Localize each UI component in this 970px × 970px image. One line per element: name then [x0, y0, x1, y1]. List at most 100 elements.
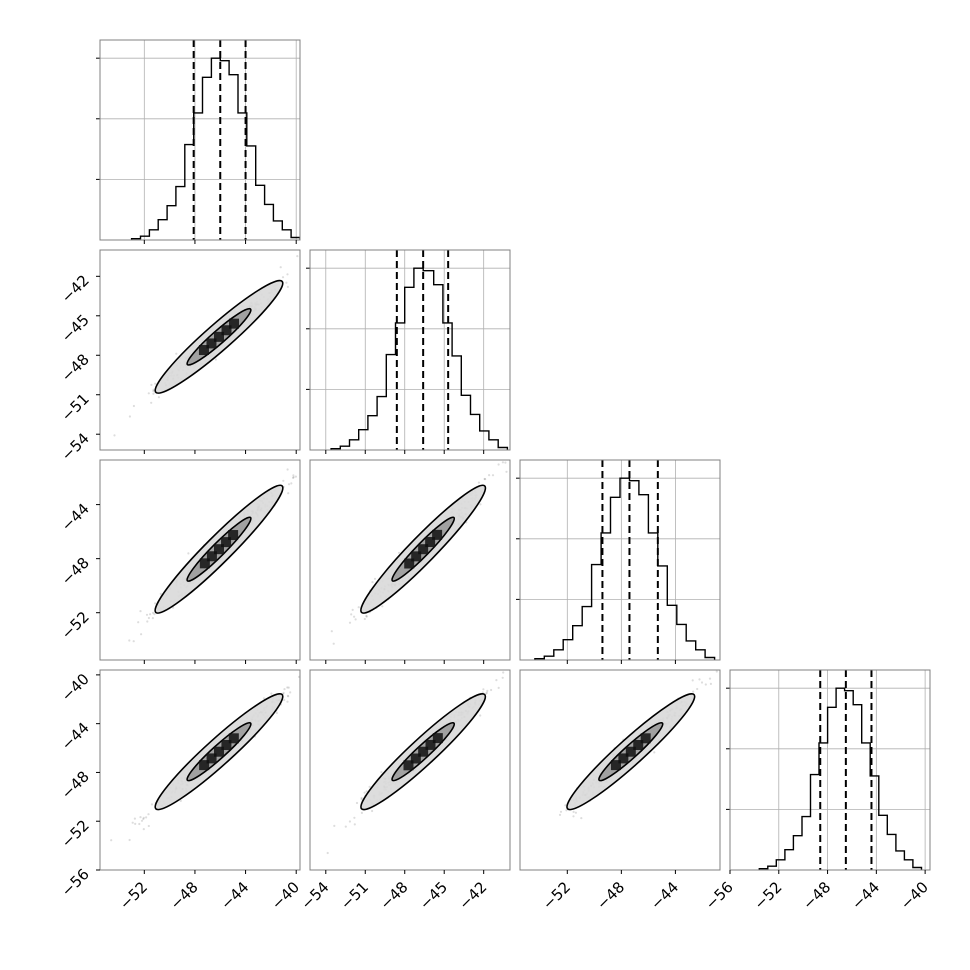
scatter-point [700, 681, 704, 684]
scatter-point [282, 479, 285, 482]
scatter-point [477, 481, 480, 484]
scatter-point [353, 816, 356, 819]
scatter-point [491, 474, 495, 477]
hist-panel-0 [96, 39, 301, 244]
scatter-point [153, 613, 156, 616]
y-tick-label: −45 [58, 311, 93, 346]
x-tick-label: −40 [268, 878, 303, 913]
scatter-point [113, 434, 116, 437]
scatter-point [151, 617, 154, 620]
panel-frame [99, 39, 301, 241]
scatter-point [318, 453, 320, 455]
scatter-point [262, 697, 266, 700]
density-core [432, 733, 443, 744]
scatter-point [132, 640, 135, 643]
scatter-point [147, 824, 150, 828]
scatter-point [309, 666, 311, 668]
y-tick-label: −52 [58, 816, 93, 851]
density-core [403, 760, 414, 771]
density-core [411, 551, 422, 562]
panel-content [309, 461, 508, 668]
scatter-point [333, 824, 336, 828]
y-tick-label: −48 [58, 554, 93, 589]
scatter-point [708, 677, 712, 680]
density-core [221, 537, 232, 548]
scatter-point [275, 711, 278, 715]
x-tick-label: −52 [539, 878, 574, 913]
scatter-point [564, 804, 567, 807]
panel-content [110, 666, 311, 842]
density-core [206, 338, 217, 349]
scatter-point [574, 811, 578, 814]
scatter-point [580, 817, 583, 820]
density-core [410, 753, 421, 764]
scatter-point [157, 396, 160, 399]
histogram-step [130, 57, 300, 240]
hist-panel-3: −56 −52 −48 −44 −40 [702, 669, 932, 913]
scatter-point [380, 771, 383, 774]
scatter-point [303, 259, 305, 261]
x-tick-label: −52 [750, 878, 785, 913]
histogram-step [330, 267, 509, 450]
scatter-point [497, 686, 500, 690]
scatter-point [365, 614, 368, 618]
density-core [425, 537, 436, 548]
x-tick-label: −52 [116, 878, 151, 913]
x-tick-label: −45 [416, 878, 451, 913]
density-core [228, 733, 239, 744]
x-tick-label: −44 [217, 878, 252, 913]
scatter-point [479, 714, 482, 717]
scatter-point [709, 682, 713, 686]
scatter-point [353, 823, 356, 826]
x-tick-label: −48 [593, 878, 628, 913]
scatter-point [175, 352, 178, 355]
panel-content [100, 40, 300, 240]
scatter-point [154, 602, 157, 605]
scatter-point [149, 613, 152, 616]
scatter-point [502, 671, 505, 674]
scatter-point [137, 621, 140, 624]
scatter-point [691, 679, 694, 682]
scatter-point [381, 605, 384, 608]
scatter-point [286, 468, 289, 471]
scatter-point [279, 266, 282, 269]
scatter-point [704, 683, 707, 686]
scatter-point [283, 688, 286, 691]
density-core [618, 753, 629, 764]
x-tick-label: −48 [799, 878, 834, 913]
density-core [206, 753, 217, 764]
scatter-point [368, 785, 371, 788]
scatter-point [294, 475, 297, 478]
y-tick-label: −56 [58, 865, 93, 900]
density-core [213, 544, 224, 555]
scatter-point [485, 692, 488, 695]
scatter-point [301, 669, 303, 671]
panel-frame [519, 459, 721, 661]
x-tick-label: −48 [167, 878, 202, 913]
scatter-point [292, 476, 295, 479]
scatter-point [150, 401, 153, 404]
panel-frame [99, 669, 301, 871]
scatter-point [698, 678, 701, 681]
scatter-point [139, 610, 142, 613]
y-tick-label: −42 [58, 271, 93, 306]
scatter-point [287, 483, 291, 486]
scatter-point [309, 666, 311, 668]
histogram-step [758, 687, 923, 870]
density-core [640, 733, 651, 744]
scatter-point [332, 642, 335, 645]
panel-content [520, 460, 720, 660]
scatter-point [504, 461, 507, 464]
panel-content [113, 255, 305, 437]
scatter-point [286, 686, 289, 689]
scatter-point [133, 817, 136, 820]
scatter-point [484, 478, 487, 481]
scatter-point [486, 689, 489, 693]
scatter-point [565, 809, 568, 812]
panel-content [730, 670, 930, 870]
scatter-point [150, 803, 154, 806]
scatter-point [147, 392, 150, 395]
scatter-panel-3-0: −40 −44 −48 −52 −56 −52 −48 −44 −40 [58, 666, 311, 913]
scatter-point [140, 819, 144, 822]
